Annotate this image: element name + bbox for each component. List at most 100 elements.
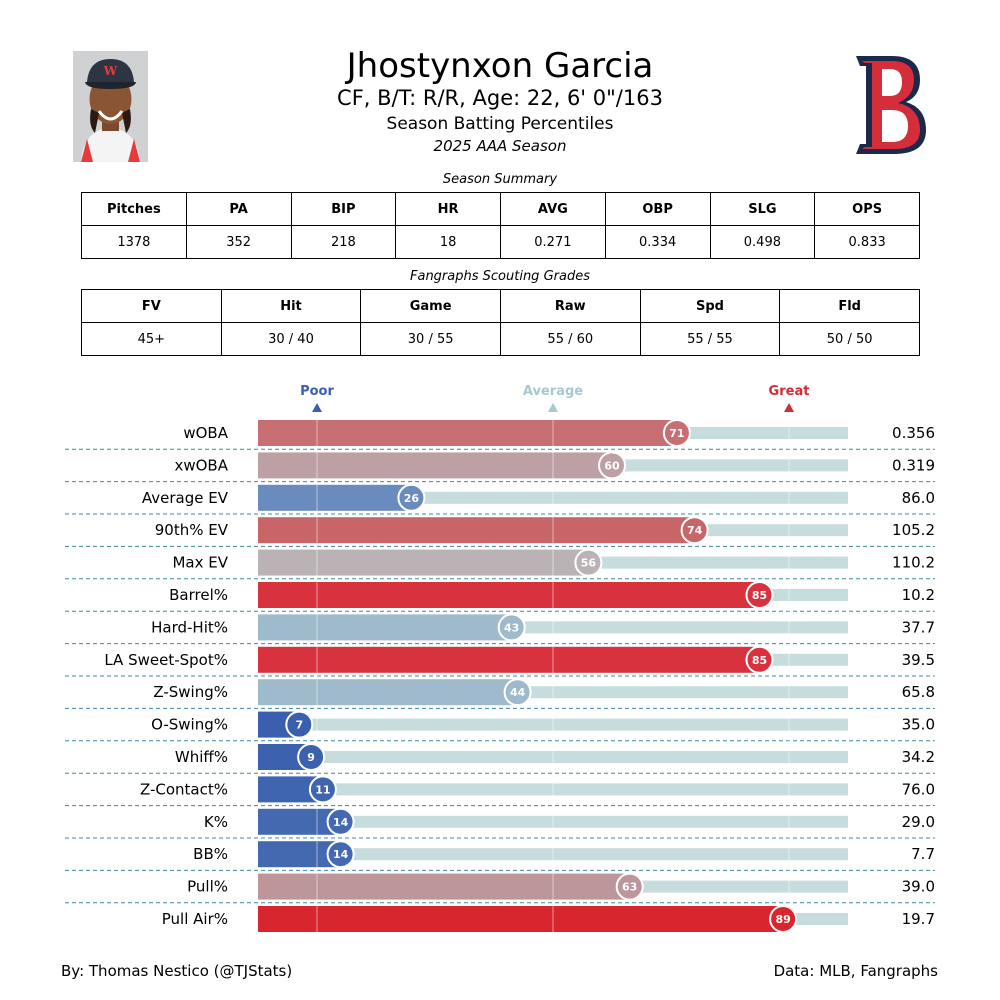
stat-value: 86.0 (902, 489, 935, 507)
category-label: K% (204, 813, 228, 831)
table-header-cell: Fld (779, 289, 920, 323)
category-label: BB% (193, 845, 228, 863)
percentile-label: 56 (581, 557, 597, 570)
stat-value: 39.0 (902, 878, 935, 896)
bar-row: xwOBA 0.319 (65, 452, 935, 483)
chart-subtitle: Season Batting Percentiles (386, 114, 614, 134)
percentile-circle (503, 678, 532, 707)
table-cell: 352 (185, 225, 292, 259)
percentile-label: 43 (504, 621, 519, 634)
percentile-circle (397, 483, 426, 512)
percentile-circle (326, 807, 355, 836)
category-label: Z-Contact% (140, 780, 228, 798)
bar-row: BB% 7.7 (65, 841, 935, 871)
player-headshot: W (73, 51, 148, 162)
bar-row: K% 29.0 (65, 808, 935, 839)
category-label: Z-Swing% (153, 683, 228, 701)
table-cell: 0.271 (500, 225, 606, 259)
stat-value: 37.7 (902, 618, 935, 636)
percentile-circle (308, 775, 337, 804)
percentile-label: 85 (752, 589, 767, 602)
percentile-bar (258, 873, 630, 900)
percentile-label: 74 (687, 524, 703, 537)
marker-label: Great (769, 384, 810, 399)
table-header-cell: PA (185, 192, 292, 226)
percentile-bar (258, 646, 760, 673)
table-header-cell: Pitches (81, 192, 187, 226)
bar-row: 90th% EV 105.2 (65, 517, 935, 547)
percentile-circle (297, 743, 326, 771)
bar-row: Pull Air% 19.7 (162, 906, 935, 932)
table-cell: 45+ (81, 322, 222, 356)
stat-value: 10.2 (902, 586, 935, 604)
season-label: 2025 AAA Season (433, 137, 567, 155)
percentile-circle (598, 451, 626, 480)
table-header-cell: Hit (220, 289, 362, 323)
stat-value: 35.0 (902, 716, 935, 734)
category-label: wOBA (183, 424, 228, 442)
table-cell: 0.334 (604, 225, 711, 259)
bar-row: Whiff% 34.2 (65, 744, 935, 774)
percentile-circle (615, 872, 644, 901)
percentile-circle (326, 840, 355, 869)
stat-value: 0.356 (892, 424, 935, 442)
table-header-cell: OPS (814, 192, 920, 226)
stat-value: 0.319 (892, 456, 935, 474)
percentile-circle (574, 548, 603, 577)
percentile-circle (745, 581, 774, 609)
bar-row: wOBA 0.356 (65, 420, 935, 450)
team-logo (856, 56, 926, 154)
category-label: xwOBA (174, 456, 228, 474)
table-header-row: Pitches PA BIP HR AVG OBP SLG OPS (81, 192, 920, 226)
percentile-label: 85 (752, 654, 767, 667)
percentile-label: 60 (604, 459, 620, 472)
percentile-circle (662, 419, 691, 447)
bar-row: Z-Contact% 76.0 (65, 776, 935, 807)
percentile-label: 89 (775, 913, 790, 926)
percentile-circle (769, 905, 798, 933)
percentile-label: 9 (307, 751, 315, 764)
bar-row: Barrel% 10.2 (65, 582, 935, 612)
table-cell: 55 / 55 (639, 322, 781, 356)
category-label: Whiff% (175, 748, 228, 766)
bar-row: LA Sweet-Spot% 39.5 (65, 646, 935, 677)
category-label: Average EV (142, 489, 229, 507)
category-label: Pull% (187, 878, 228, 896)
table-cell: 30 / 55 (360, 322, 501, 356)
percentile-bar (258, 420, 677, 446)
category-label: Hard-Hit% (151, 618, 228, 636)
bar-row: Z-Swing% 65.8 (65, 679, 935, 709)
percentile-circle (285, 710, 314, 739)
category-label: O-Swing% (151, 716, 228, 734)
bar-row: Average EV 86.0 (65, 484, 935, 515)
percentile-bar (258, 484, 412, 511)
category-label: Pull Air% (162, 910, 228, 928)
stat-value: 7.7 (911, 845, 935, 863)
table-cell: 1378 (81, 225, 187, 259)
marker-arrow (784, 403, 794, 412)
stat-value: 39.5 (902, 651, 935, 669)
table-row: 45+ 30 / 40 30 / 55 55 / 60 55 / 55 50 /… (81, 322, 920, 356)
table-cell: 30 / 40 (220, 322, 362, 356)
percentile-label: 71 (669, 427, 684, 440)
table-header-cell: Raw (499, 289, 641, 323)
percentile-circle (497, 613, 526, 642)
stat-value: 34.2 (902, 748, 935, 766)
percentile-chart: Poor Average Great wOBA 0.356 xwOBA 0.319 Avera… (65, 384, 935, 933)
percentile-bar (258, 614, 512, 641)
table-header-cell: Spd (639, 289, 781, 323)
table-header-cell: Game (360, 289, 501, 323)
category-label: 90th% EV (155, 521, 229, 539)
marker-label: Poor (300, 384, 334, 399)
table-header-cell: BIP (290, 192, 397, 226)
percentile-label: 14 (333, 816, 349, 829)
category-label: Barrel% (169, 586, 228, 604)
category-label: Max EV (172, 554, 228, 572)
table-row: 1378 352 218 18 0.271 0.334 0.498 0.833 (81, 225, 920, 259)
percentile-label: 14 (333, 848, 349, 861)
percentile-label: 63 (622, 881, 637, 894)
percentile-bar (258, 549, 589, 576)
scouting-grades-table: FV Hit Game Raw Spd Fld 45+ 30 / 40 30 /… (81, 289, 920, 356)
stat-value: 19.7 (902, 910, 935, 928)
table-cell: 218 (290, 225, 397, 259)
